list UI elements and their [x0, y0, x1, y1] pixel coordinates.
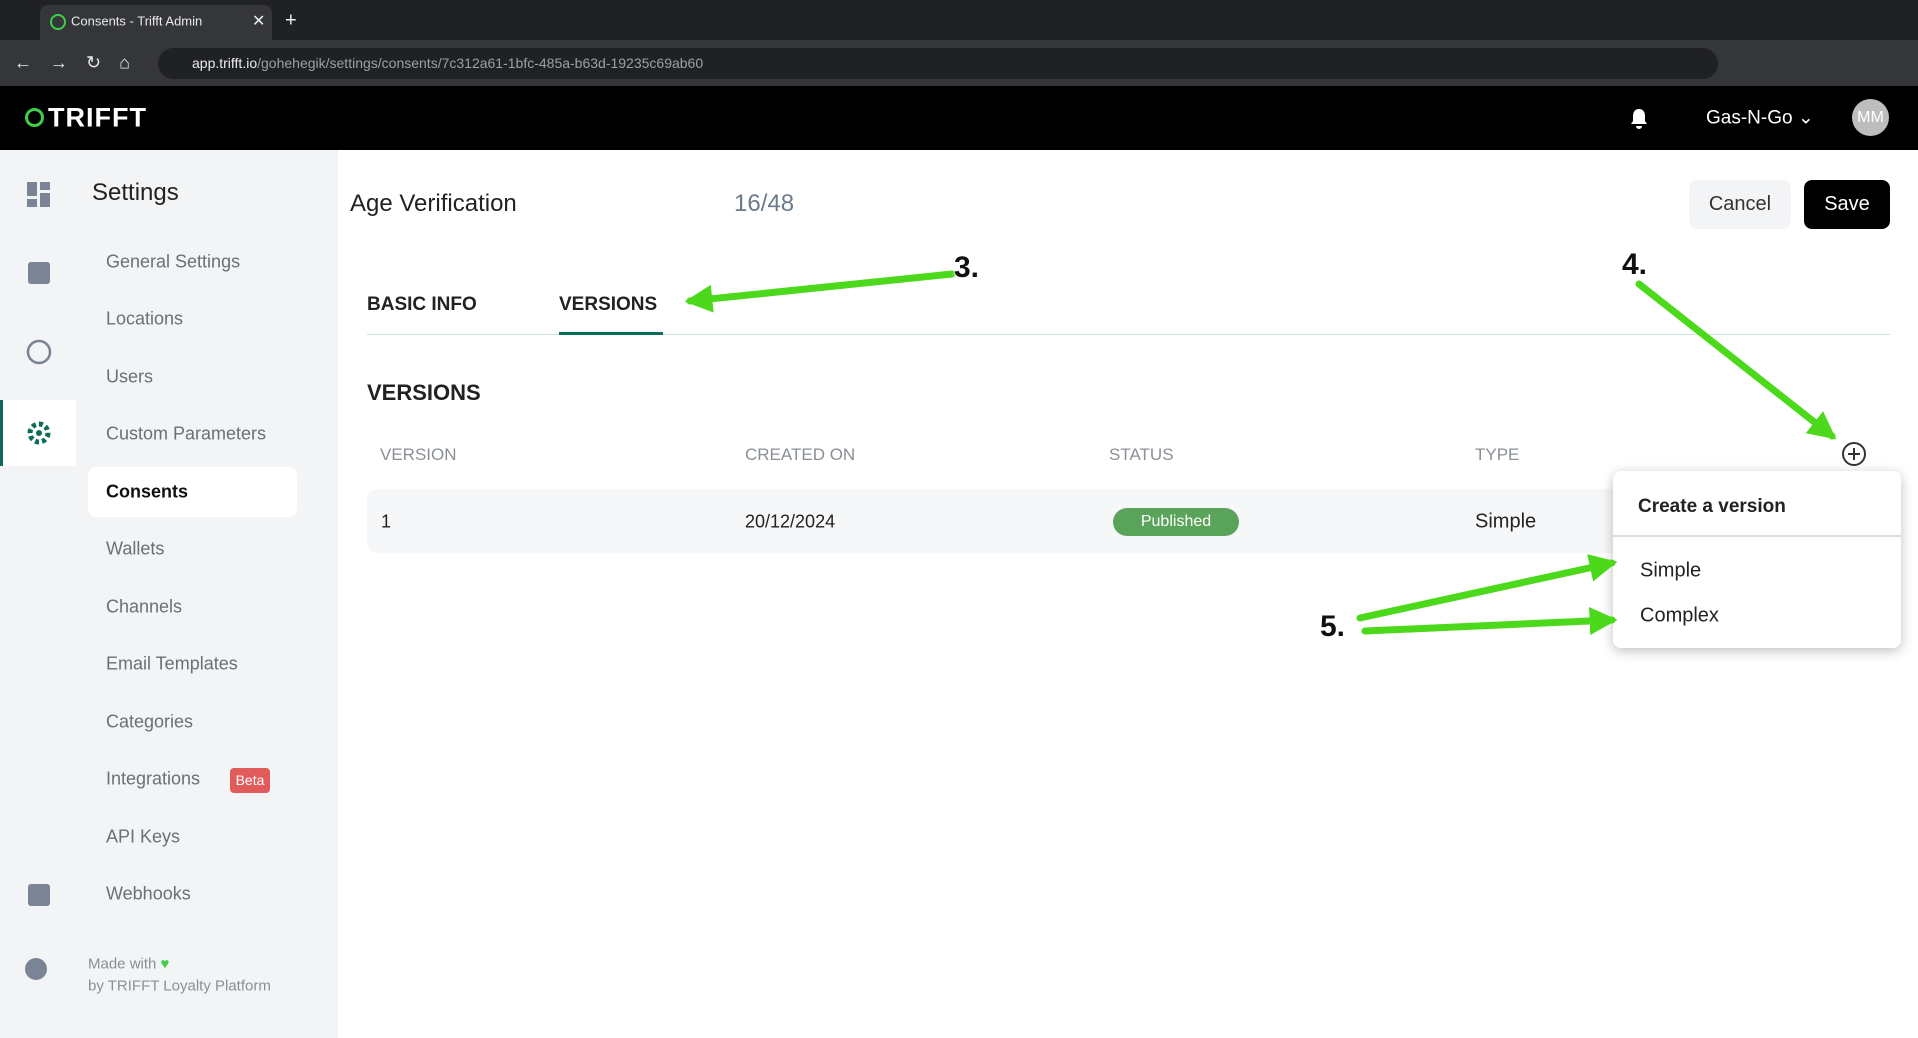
logo: TRIFFT: [48, 102, 147, 133]
tab-divider: [367, 334, 1890, 335]
address-bar[interactable]: [158, 48, 1718, 79]
status-badge: Published: [1113, 508, 1239, 536]
dropdown: [1613, 471, 1901, 648]
new-tab[interactable]: +: [285, 9, 297, 32]
section-title: VERSIONS: [367, 380, 481, 405]
sidebar-item[interactable]: Locations: [106, 308, 184, 329]
annotation-4: 4.: [1622, 248, 1648, 281]
cell-created: 20/12/2024: [745, 511, 836, 532]
url: app.trifft.io/gohehegik/settings/consent…: [192, 55, 703, 71]
icon-rail: [25, 182, 52, 980]
tab-versions[interactable]: VERSIONS: [559, 294, 658, 315]
sidebar: [0, 150, 338, 1038]
tab-title: Consents - Trifft Admin: [71, 13, 203, 29]
account-switcher[interactable]: Gas-N-Go ⌄: [1706, 107, 1814, 129]
sidebar-item[interactable]: Users: [106, 366, 154, 387]
bell-icon[interactable]: [1627, 106, 1651, 130]
favicon: [50, 14, 66, 30]
sidebar-item[interactable]: Webhooks: [106, 883, 191, 904]
url-host: app.trifft.io: [192, 55, 258, 71]
sidebar-item[interactable]: General Settings: [106, 251, 241, 272]
tab-strip: [0, 0, 1918, 40]
footer-made-with: Made with ♥: [88, 956, 169, 973]
column-header: VERSION: [380, 445, 457, 464]
column-header: TYPE: [1475, 445, 1520, 464]
option-complex[interactable]: Complex: [1640, 604, 1719, 627]
tab[interactable]: [40, 5, 272, 40]
footer-text: Made with: [88, 955, 157, 973]
page-title: Age Verification: [350, 190, 517, 217]
heart-icon: ♥: [160, 955, 170, 973]
add-version-button[interactable]: [1841, 441, 1867, 467]
sidebar-item[interactable]: Consents: [106, 481, 189, 502]
dropdown-divider: [1613, 535, 1901, 537]
sidebar-item[interactable]: Categories: [106, 711, 194, 732]
sidebar-title: Settings: [92, 179, 179, 206]
sidebar-item[interactable]: Integrations: [106, 768, 201, 789]
logo-icon: [25, 108, 44, 127]
sidebar-item[interactable]: Custom Parameters: [106, 423, 267, 444]
account-name: Gas-N-Go: [1706, 107, 1793, 129]
active-item-bg: [88, 467, 297, 517]
sidebar-item[interactable]: API Keys: [106, 826, 181, 847]
cell-type: Simple: [1475, 510, 1537, 533]
beta-badge: Beta: [230, 768, 270, 793]
column-header: CREATED ON: [745, 445, 856, 464]
sidebar-item[interactable]: Email Templates: [106, 653, 238, 674]
url-path: /gohehegik/settings/consents/7c312a61-1b…: [257, 55, 704, 71]
avatar[interactable]: MM: [1852, 99, 1889, 136]
dropdown-title: Create a version: [1638, 496, 1786, 517]
option-simple[interactable]: Simple: [1640, 559, 1702, 582]
column-header: STATUS: [1109, 445, 1174, 464]
annotation-3: 3.: [954, 251, 980, 284]
page-counter: 16/48: [734, 190, 795, 217]
sidebar-item[interactable]: Channels: [106, 596, 183, 617]
tab-close[interactable]: ✕: [252, 13, 266, 30]
save-button[interactable]: Save: [1804, 180, 1890, 229]
tab-basic-info[interactable]: BASIC INFO: [367, 294, 477, 315]
footer-by: by TRIFFT Loyalty Platform: [88, 977, 271, 995]
sidebar-item[interactable]: Wallets: [106, 538, 165, 559]
app-header: [0, 86, 1918, 150]
tab-underline: [559, 332, 663, 335]
cancel-button[interactable]: Cancel: [1689, 180, 1791, 229]
nav-buttons[interactable]: ←→↻⌂: [14, 52, 148, 73]
annotation-5: 5.: [1320, 610, 1346, 643]
cell-version: 1: [381, 511, 392, 532]
